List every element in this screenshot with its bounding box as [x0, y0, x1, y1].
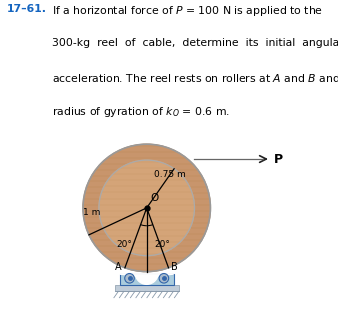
Circle shape — [159, 274, 169, 283]
Polygon shape — [120, 274, 174, 284]
Text: 17–61.: 17–61. — [7, 4, 47, 14]
Text: O: O — [150, 193, 158, 203]
Circle shape — [83, 144, 210, 272]
Text: 20°: 20° — [155, 240, 171, 249]
Text: If a horizontal force of $P$ = 100 N is applied to the: If a horizontal force of $P$ = 100 N is … — [52, 4, 323, 18]
Text: P: P — [274, 152, 283, 166]
Text: 0.75 m: 0.75 m — [154, 170, 186, 179]
Text: 300-kg  reel  of  cable,  determine  its  initial  angular: 300-kg reel of cable, determine its init… — [52, 38, 338, 48]
Text: 1 m: 1 m — [83, 208, 101, 218]
Bar — [115, 285, 179, 291]
Text: 20°: 20° — [117, 240, 132, 249]
Text: B: B — [171, 262, 178, 272]
Text: radius of gyration of $k_O$ = 0.6 m.: radius of gyration of $k_O$ = 0.6 m. — [52, 105, 230, 119]
Circle shape — [99, 160, 194, 256]
Bar — [120, 274, 174, 285]
Text: A: A — [115, 262, 122, 272]
Text: acceleration. The reel rests on rollers at $A$ and $B$ and has a: acceleration. The reel rests on rollers … — [52, 72, 338, 84]
Circle shape — [125, 274, 134, 283]
